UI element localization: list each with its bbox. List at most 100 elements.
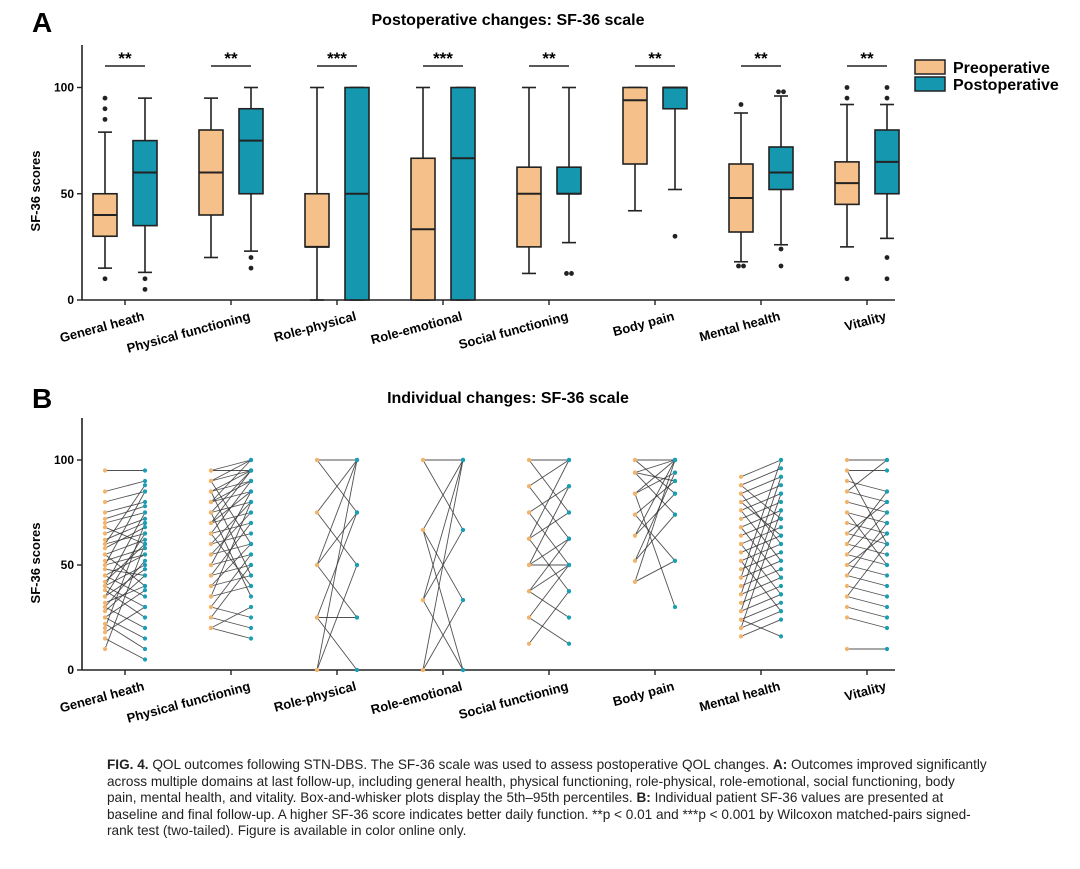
x-tick-label-mental-health: Mental health [698, 308, 782, 344]
post-box-body-pain [662, 86, 688, 239]
patient-line [104, 543, 146, 650]
post-point [354, 457, 360, 463]
patient-line [528, 459, 570, 513]
post-point [884, 531, 890, 536]
panel-b-title: Individual changes: SF-36 scale [387, 390, 629, 407]
patient-line [740, 568, 782, 587]
paired-group-general-heath [102, 468, 148, 662]
pre-point [844, 552, 850, 557]
pre-point [102, 546, 108, 551]
pre-point [208, 594, 214, 599]
post-point [248, 552, 254, 557]
pre-point [738, 483, 744, 488]
post-point [884, 520, 890, 526]
patient-line [210, 501, 252, 597]
patient-line [740, 610, 782, 629]
post-point [884, 646, 890, 652]
pre-point [844, 573, 850, 578]
patient-line [422, 459, 464, 531]
pre-point [102, 604, 108, 610]
caption-panel-a-ref: A: [772, 757, 788, 772]
outlier-point [844, 85, 850, 90]
post-point [248, 604, 254, 610]
pre-point [420, 527, 426, 533]
patient-line [210, 533, 252, 587]
patient-line [104, 501, 146, 513]
legend-label-postoperative: Postoperative [953, 77, 1059, 94]
pre-point [738, 634, 744, 639]
patient-line [634, 493, 676, 608]
outlier-point [781, 89, 786, 95]
box-iqr [662, 86, 688, 110]
pre-point [102, 510, 108, 515]
patient-line [846, 459, 888, 492]
post-point [884, 510, 890, 515]
pre-point [844, 646, 850, 652]
post-point [672, 512, 678, 517]
patient-line [210, 606, 252, 618]
x-tick-label-body-pain: Body pain [611, 308, 676, 339]
patient-line [210, 512, 252, 524]
patient-line [846, 606, 888, 618]
pre-point [526, 562, 532, 568]
pre-point [208, 562, 214, 568]
patient-line [104, 589, 146, 618]
post-point [248, 510, 254, 515]
x-tick-label-body-pain: Body pain [611, 678, 676, 709]
caption-paragraph: FIG. 4. QOL outcomes following STN-DBS. … [107, 757, 987, 840]
post-box-general-heath [132, 97, 158, 292]
patient-line [104, 522, 146, 541]
outlier-point [736, 263, 741, 269]
post-point [672, 604, 678, 610]
patient-line [740, 501, 782, 520]
pre-point [844, 457, 850, 463]
outlier-point [884, 255, 890, 260]
box-iqr [132, 139, 158, 227]
pre-box-role-physical [304, 86, 330, 301]
patient-line [316, 459, 358, 566]
post-point [884, 468, 890, 473]
paired-group-mental-health [738, 457, 784, 639]
outlier-point [102, 116, 108, 122]
post-point [354, 562, 360, 568]
patient-line [846, 575, 888, 587]
pre-point [208, 510, 214, 515]
outlier-point [672, 233, 678, 239]
panel-b-letter: B [32, 383, 52, 414]
box-iqr [304, 192, 330, 248]
patient-line [740, 602, 782, 621]
patient-line [528, 512, 570, 566]
pre-point [844, 531, 850, 536]
post-point [142, 516, 148, 521]
pre-point [526, 641, 532, 646]
outlier-point [884, 276, 890, 282]
patient-line [104, 512, 146, 587]
panel-a-letter: A [32, 7, 52, 38]
caption-text-2: Outcomes improved significantly across m… [107, 757, 987, 806]
outlier-point [142, 276, 148, 282]
post-point [778, 508, 784, 513]
pre-point [102, 562, 108, 568]
patient-line [846, 596, 888, 608]
pre-point [632, 457, 638, 463]
patient-line [740, 501, 782, 536]
patient-line [316, 617, 358, 671]
pre-point [738, 508, 744, 513]
x-tick-label-role-physical: Role-physical [272, 308, 358, 344]
significance-label: ** [648, 49, 662, 68]
outlier-point [738, 102, 744, 107]
post-point [778, 600, 784, 605]
pre-point [844, 468, 850, 473]
post-point [248, 594, 254, 599]
x-tick-label-role-emotional: Role-emotional [369, 308, 464, 347]
outlier-point [884, 85, 890, 90]
patient-line [104, 606, 146, 633]
outlier-point [569, 271, 574, 276]
patient-line [104, 568, 146, 597]
pre-point [314, 615, 320, 620]
pre-point [420, 667, 426, 673]
patient-line [634, 459, 676, 582]
post-point [778, 474, 784, 479]
post-point [778, 575, 784, 580]
patient-line [846, 512, 888, 555]
